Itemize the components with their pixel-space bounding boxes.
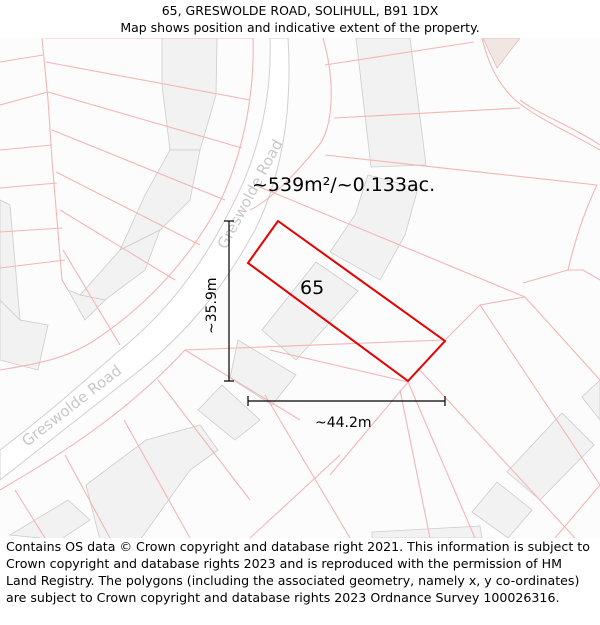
width-measure-line bbox=[247, 396, 446, 406]
height-measure-label: ~35.9m bbox=[204, 277, 220, 334]
height-measure-line bbox=[224, 220, 234, 382]
parcel-boundaries bbox=[0, 37, 600, 539]
attribution-text: Contains OS data © Crown copyright and d… bbox=[6, 539, 590, 605]
width-measure-label: ~44.2m bbox=[315, 415, 372, 431]
property-boundary[interactable] bbox=[246, 219, 447, 383]
road-greswolde bbox=[0, 37, 290, 481]
property-address-title: 65, GRESWOLDE ROAD, SOLIHULL, B91 1DX bbox=[161, 3, 439, 18]
map-header: 65, GRESWOLDE ROAD, SOLIHULL, B91 1DX Ma… bbox=[0, 0, 600, 40]
plot-number-label: 65 bbox=[300, 277, 324, 299]
area-label: ~539m²/~0.133ac. bbox=[252, 174, 435, 196]
property-map[interactable]: Greswolde Road Greswolde Road ~539m²/~0.… bbox=[0, 37, 600, 541]
buildings bbox=[0, 37, 600, 541]
map-subtitle: Map shows position and indicative extent… bbox=[120, 20, 480, 35]
